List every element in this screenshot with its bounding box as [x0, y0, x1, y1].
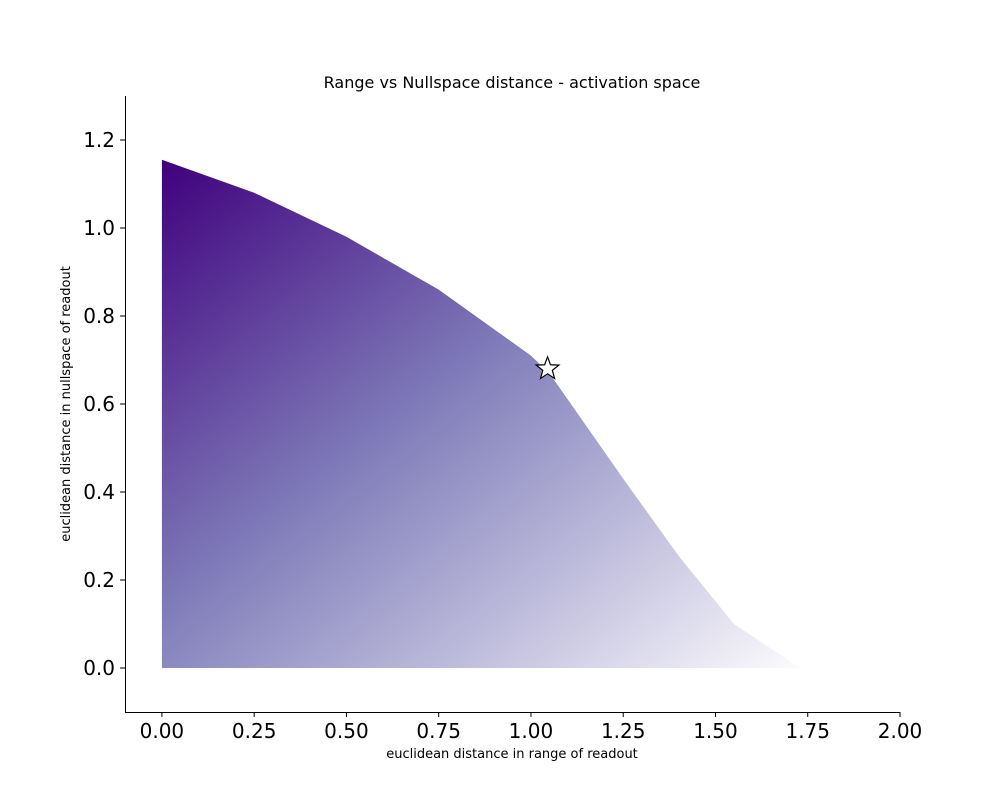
- y-axis-ticks: 0.0 0.2 0.4 0.6 0.8 1.0 1.2: [83, 128, 125, 680]
- x-tick-label: 1.75: [785, 719, 830, 743]
- y-tick-label: 1.0: [83, 216, 115, 240]
- y-tick-label: 1.2: [83, 128, 115, 152]
- y-tick-label: 0.8: [83, 304, 115, 328]
- x-tick-label: 0.00: [140, 719, 185, 743]
- reachable-region-area: [161, 159, 801, 669]
- x-tick-label: 0.25: [232, 719, 277, 743]
- y-axis-label: euclidean distance in nullspace of reado…: [59, 266, 74, 542]
- y-tick-label: 0.2: [83, 568, 115, 592]
- x-tick-label: 1.00: [509, 719, 554, 743]
- x-axis-label: euclidean distance in range of readout: [386, 747, 638, 762]
- x-tick-label: 2.00: [878, 719, 923, 743]
- y-tick-label: 0.0: [83, 656, 115, 680]
- x-tick-label: 1.50: [693, 719, 738, 743]
- y-tick-label: 0.6: [83, 392, 115, 416]
- x-tick-label: 0.50: [324, 719, 369, 743]
- chart-title: Range vs Nullspace distance - activation…: [324, 73, 701, 92]
- star-marker: [534, 355, 561, 380]
- x-tick-label: 1.25: [601, 719, 646, 743]
- x-axis-ticks: 0.00 0.25 0.50 0.75 1.00 1.25 1.50 1.75 2.00: [140, 712, 923, 743]
- plot-area: [161, 159, 801, 669]
- y-tick-label: 0.4: [83, 480, 115, 504]
- x-tick-label: 0.75: [416, 719, 461, 743]
